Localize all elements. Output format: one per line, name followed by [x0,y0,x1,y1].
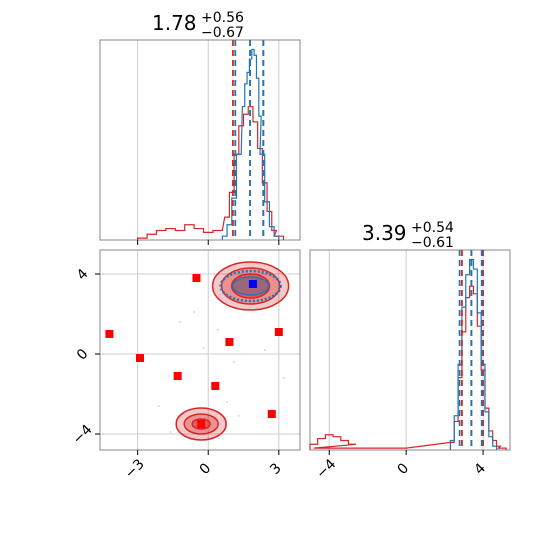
title-y-value: 3.39 [362,221,407,245]
title-x-minus: −0.67 [201,25,244,41]
y-tick-label: 4 [74,266,92,284]
sample-point [193,311,196,313]
x-tick-label: 4 [471,460,489,478]
marker-square [105,330,114,338]
marker-square [274,328,283,336]
marker-square [267,410,276,418]
title-y-minus: −0.61 [411,235,454,251]
x-tick-label: 0 [395,460,413,478]
histogram-series-b [137,106,285,240]
marker-square [192,274,201,282]
panel-frame [309,249,511,451]
sample-point [179,321,181,323]
marker-square [173,372,182,380]
sample-point [233,361,236,363]
y-tick-label: −4 [70,422,96,448]
sample-point [157,405,160,407]
marker-square [211,382,220,390]
sample-point [263,349,266,351]
histogram-series-a [449,258,498,450]
marginal-y-panel: −4 0 4 [309,249,511,482]
sample-point [237,415,240,417]
sample-point [282,377,285,379]
histogram-series-a [221,48,280,240]
title-y-plus: +0.54 [411,220,454,236]
contour-a-outer [219,269,282,303]
marker-square [197,420,206,428]
x-tick-label: −4 [313,456,339,482]
sample-point [275,299,278,301]
panel-frame [99,249,301,451]
sample-point [202,347,205,349]
panel-frame [99,39,301,241]
marker-square [225,338,234,346]
sample-point [216,329,219,331]
title-y-param: 3.39 +0.54 −0.61 [362,220,454,251]
joint-2d-panel: −3 0 3 −4 0 4 [70,249,301,482]
x-tick-label: 0 [197,460,215,478]
sample-point [226,401,229,403]
marginal-x-panel [99,39,301,245]
marker-square [136,354,144,362]
title-x-plus: +0.56 [201,10,244,26]
title-x-param: 1.78 +0.56 −0.67 [152,10,244,41]
y-tick-label: 0 [74,346,92,364]
histogram-series-b [309,285,507,450]
truth-marker [248,280,257,288]
sample-point [169,431,172,433]
x-tick-label: −3 [122,456,148,482]
title-x-value: 1.78 [152,11,197,35]
x-tick-label: 3 [267,460,285,478]
